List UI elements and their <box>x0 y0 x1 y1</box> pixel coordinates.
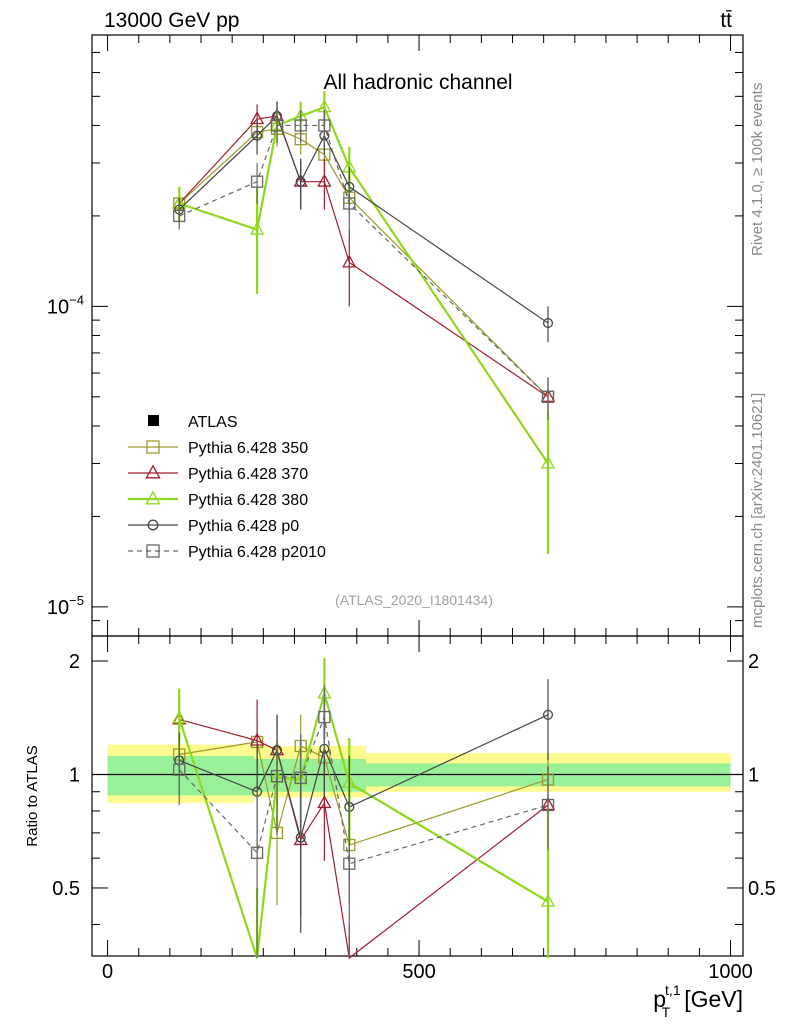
ratio-line <box>178 689 549 959</box>
series-point <box>318 119 331 132</box>
series-line <box>178 124 549 398</box>
series-ratio-group <box>172 657 556 959</box>
ratio-tick-label-left: 2 <box>69 651 80 673</box>
x-ticks: 0 500 1000 <box>102 35 753 983</box>
series-point <box>343 197 356 210</box>
y-tick-mantissa: 10 <box>47 597 69 619</box>
ratio-point <box>317 795 332 809</box>
energy-label: 13000 GeV pp <box>104 9 239 32</box>
legend-label: Pythia 6.428 370 <box>188 466 308 483</box>
x-axis-label-main: p <box>653 986 666 1012</box>
ratio-point <box>172 710 187 724</box>
x-axis-label-sub: T <box>662 1004 671 1020</box>
legend-label: Pythia 6.428 380 <box>188 492 308 509</box>
x-axis-label-sup: t,1 <box>665 982 681 998</box>
ratio-series <box>172 657 556 960</box>
series-main-group <box>173 113 555 420</box>
legend-marker <box>147 519 159 531</box>
series-point <box>270 119 284 132</box>
ratio-uncertainty-bands <box>107 744 731 804</box>
x-tick-label: 500 <box>402 961 435 983</box>
rivet-label: Rivet 4.1.0, ≥ 100k events <box>749 83 766 256</box>
analysis-id: (ATLAS_2020_I1801434) <box>335 592 493 608</box>
series-point <box>295 176 306 187</box>
x-axis-label-unit: [GeV] <box>684 986 743 1012</box>
process-label: tt̄ <box>720 9 732 32</box>
y-tick-exponent: −5 <box>69 593 84 608</box>
series-main-group <box>173 110 555 420</box>
ratio-tick-label-left: 1 <box>69 764 80 786</box>
ratio-y-ticks: 0.5 0.5 1 1 2 2 <box>52 651 776 926</box>
ratio-point <box>250 846 264 859</box>
legend-label: Pythia 6.428 p0 <box>188 518 299 535</box>
y-tick-label: 10−4 <box>47 292 84 318</box>
legend-marker <box>145 464 161 479</box>
ratio-point <box>542 709 554 720</box>
series-ratio-group <box>174 679 554 933</box>
legend-swatch-atlas <box>148 415 159 426</box>
ratio-point <box>318 710 331 724</box>
ratio-point <box>294 771 307 784</box>
ratio-tick-label-right: 1 <box>748 764 759 786</box>
ratio-tick-label-right: 0.5 <box>748 878 776 900</box>
x-axis-label: pt,1 T [GeV] <box>653 982 743 1020</box>
series-point <box>342 254 357 268</box>
ratio-tick-label-right: 2 <box>748 651 759 673</box>
ratio-panel-frame <box>91 635 744 957</box>
series-point <box>541 390 555 403</box>
series-point <box>252 130 263 141</box>
series-point <box>249 221 265 235</box>
ratio-tick-label-left: 0.5 <box>52 878 80 900</box>
x-tick-label: 0 <box>102 961 113 983</box>
legend-label: ATLAS <box>188 414 238 431</box>
series-line <box>178 128 549 398</box>
series-point <box>542 318 554 329</box>
ratio-point <box>541 798 555 812</box>
main-y-ticks: 10−510−4 <box>47 34 743 637</box>
legend: ATLAS Pythia 6.428 350 Pythia 6.428 370 Pyt… <box>128 414 326 561</box>
series-line <box>178 114 549 324</box>
series-point <box>173 209 186 223</box>
series-ratio-group <box>173 685 555 958</box>
legend-marker <box>146 544 160 558</box>
ratio-point <box>270 769 284 783</box>
series-point <box>250 175 264 188</box>
series-point <box>540 455 556 469</box>
ratio-point <box>540 893 556 907</box>
chart-title: All hadronic channel <box>323 71 512 94</box>
y-tick-mantissa: 10 <box>47 296 69 318</box>
ratio-point <box>173 763 186 776</box>
legend-label: Pythia 6.428 350 <box>188 440 308 457</box>
y-tick-exponent: −4 <box>69 292 84 307</box>
series-point <box>294 119 307 132</box>
main-series <box>172 91 556 554</box>
mcplots-label: mcplots.cern.ch [arXiv:2401.10621] <box>749 393 766 628</box>
legend-marker <box>145 490 161 505</box>
series-main-group <box>172 101 556 420</box>
series-line <box>178 115 549 398</box>
series-point <box>317 173 332 187</box>
legend-label: Pythia 6.428 p2010 <box>188 544 326 561</box>
ratio-y-axis-label: Ratio to ATLAS <box>24 745 41 846</box>
legend-marker <box>146 440 160 454</box>
y-tick-label: 10−5 <box>47 593 84 619</box>
x-tick-label: 1000 <box>708 961 753 983</box>
ratio-point <box>343 857 356 870</box>
